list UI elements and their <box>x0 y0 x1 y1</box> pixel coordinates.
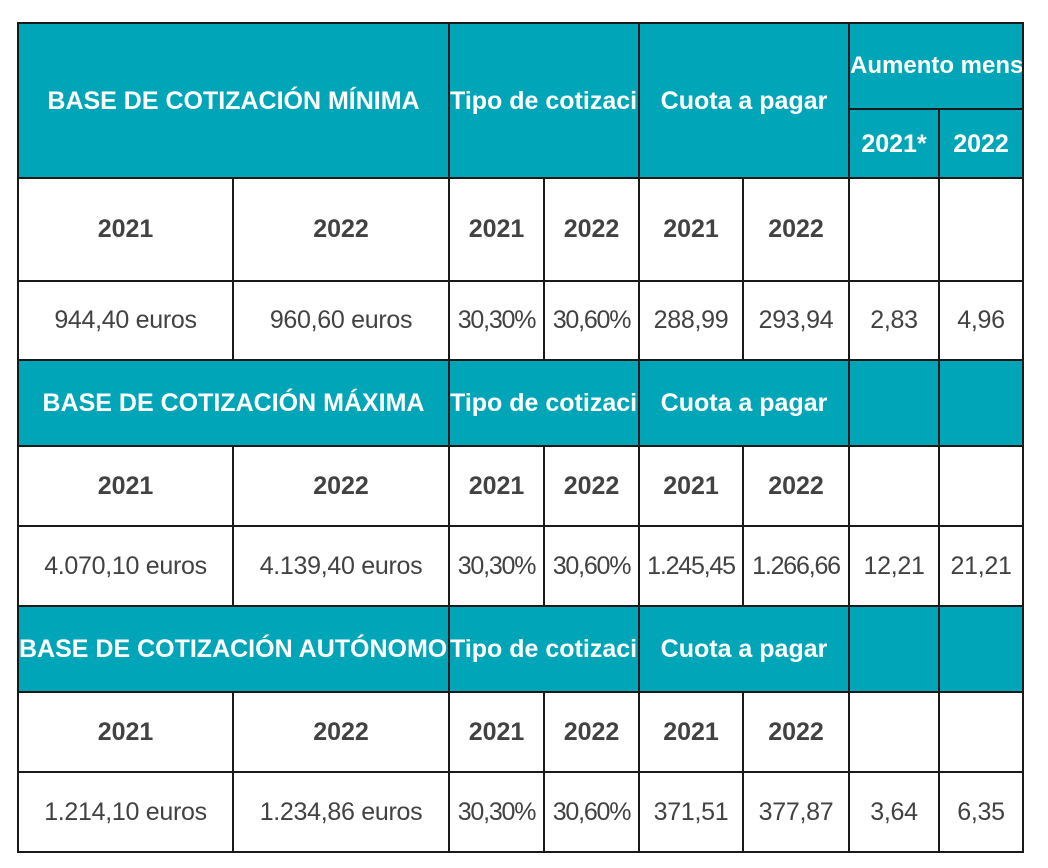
aumento-2021-cell: 12,21 <box>848 525 941 607</box>
empty-cell <box>938 177 1025 282</box>
aumento-2021-cell: 2,83 <box>848 280 941 361</box>
empty-header-cell <box>938 605 1025 693</box>
empty-cell <box>848 445 941 527</box>
aumento-header: Aumento mensual <box>848 22 1025 110</box>
aumento-2021-cell: 3,64 <box>848 771 941 853</box>
cuota-header: Cuota a pagar <box>637 22 851 179</box>
year-cell: 2022 <box>741 177 851 282</box>
base-2022-cell: 4.139,40 euros <box>232 525 450 607</box>
section-title-societario: BASE DE COTIZACIÓN AUTÓNOMO SOCIETARIO <box>17 605 450 693</box>
empty-header-cell <box>938 359 1025 447</box>
aumento-2022-cell: 4,96 <box>938 280 1025 361</box>
year-cell: 2022 <box>543 177 640 282</box>
header-row-minima: BASE DE COTIZACIÓN MÍNIMA Tipo de cotiza… <box>17 22 1025 179</box>
cuota-2022-cell: 293,94 <box>741 280 851 361</box>
empty-cell <box>938 445 1025 527</box>
year-cell: 2022 <box>741 445 851 527</box>
values-row: 944,40 euros 960,60 euros 30,30% 30,60% … <box>17 280 1025 361</box>
aumento-year-2022: 2022 <box>938 108 1025 179</box>
tipo-2021-cell: 30,30% <box>448 525 545 607</box>
years-row: 2021 2022 2021 2022 2021 2022 <box>17 445 1025 527</box>
aumento-years-row: 2021* 2022 <box>18 108 1025 179</box>
empty-header-cell <box>848 605 941 693</box>
tipo-2022-cell: 30,60% <box>543 525 640 607</box>
base-2021-cell: 4.070,10 euros <box>17 525 234 607</box>
tipo-2022-cell: 30,60% <box>543 771 640 853</box>
values-row: 1.214,10 euros 1.234,86 euros 30,30% 30,… <box>17 771 1025 853</box>
years-row: 2021 2022 2021 2022 2021 2022 <box>17 691 1025 773</box>
empty-cell <box>848 691 941 773</box>
year-cell: 2022 <box>232 177 450 282</box>
year-cell: 2021 <box>448 691 545 773</box>
year-cell: 2021 <box>638 691 744 773</box>
tipo-2021-cell: 30,30% <box>448 280 545 361</box>
values-row: 4.070,10 euros 4.139,40 euros 30,30% 30,… <box>17 525 1025 607</box>
cuota-header: Cuota a pagar <box>637 605 851 693</box>
header-row-societario: BASE DE COTIZACIÓN AUTÓNOMO SOCIETARIO T… <box>17 605 1025 693</box>
empty-header-cell <box>848 359 941 447</box>
base-2021-cell: 944,40 euros <box>17 280 234 361</box>
base-2021-cell: 1.214,10 euros <box>17 771 234 853</box>
empty-cell <box>848 177 941 282</box>
header-row-maxima: BASE DE COTIZACIÓN MÁXIMA Tipo de cotiza… <box>17 359 1025 447</box>
year-cell: 2022 <box>741 691 851 773</box>
year-cell: 2022 <box>543 691 640 773</box>
aumento-year-2021: 2021* <box>848 108 941 179</box>
base-2022-cell: 960,60 euros <box>232 280 450 361</box>
year-cell: 2021 <box>638 177 744 282</box>
cuota-2021-cell: 371,51 <box>638 771 744 853</box>
year-cell: 2022 <box>232 691 450 773</box>
tipo-2022-cell: 30,60% <box>543 280 640 361</box>
empty-cell <box>938 691 1025 773</box>
year-cell: 2022 <box>232 445 450 527</box>
years-row: 2021 2022 2021 2022 2021 2022 <box>17 177 1025 282</box>
aumento-2022-cell: 6,35 <box>938 771 1025 853</box>
year-cell: 2021 <box>17 445 234 527</box>
year-cell: 2021 <box>448 177 545 282</box>
cuota-2022-cell: 1.266,66 <box>741 525 851 607</box>
cuota-2022-cell: 377,87 <box>741 771 851 853</box>
tipo-header: Tipo de cotización <box>448 359 640 447</box>
tipo-2021-cell: 30,30% <box>448 771 545 853</box>
year-cell: 2021 <box>17 691 234 773</box>
year-cell: 2021 <box>638 445 744 527</box>
year-cell: 2021 <box>17 177 234 282</box>
tipo-header: Tipo de cotización <box>448 22 640 179</box>
section-title-minima: BASE DE COTIZACIÓN MÍNIMA <box>17 22 450 179</box>
cuota-header: Cuota a pagar <box>637 359 851 447</box>
year-cell: 2022 <box>543 445 640 527</box>
tipo-header: Tipo de cotización <box>448 605 640 693</box>
cotizacion-table: BASE DE COTIZACIÓN MÍNIMA Tipo de cotiza… <box>17 22 1025 853</box>
base-2022-cell: 1.234,86 euros <box>232 771 450 853</box>
cuota-2021-cell: 288,99 <box>638 280 744 361</box>
aumento-2022-cell: 21,21 <box>938 525 1025 607</box>
year-cell: 2021 <box>448 445 545 527</box>
cuota-2021-cell: 1.245,45 <box>638 525 744 607</box>
section-title-maxima: BASE DE COTIZACIÓN MÁXIMA <box>17 359 450 447</box>
